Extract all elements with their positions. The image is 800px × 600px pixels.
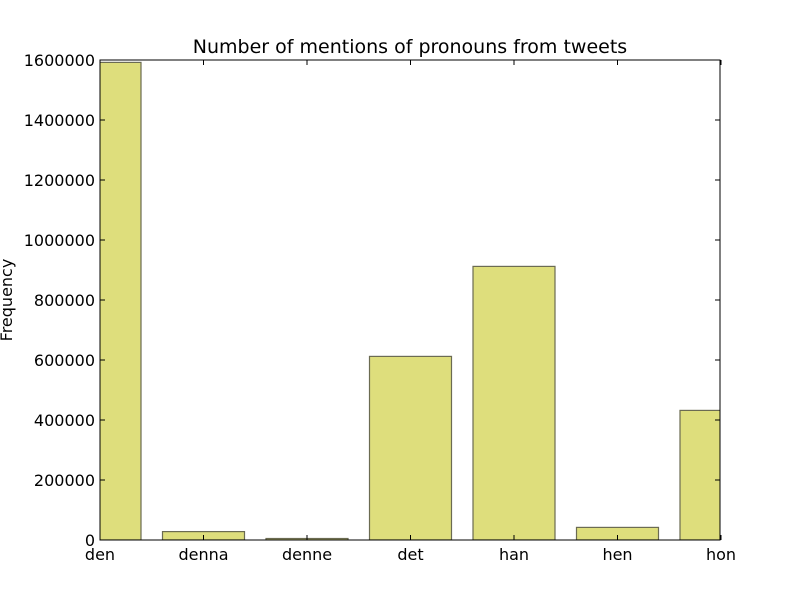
- x-axis: den denna denne det han hen hon: [85, 60, 736, 564]
- y-tick-label: 1200000: [24, 171, 95, 190]
- y-tick-label: 1400000: [24, 111, 95, 130]
- x-tick-label-hon: hon: [706, 545, 736, 564]
- bar-han: [472, 265, 556, 540]
- x-tick-label-han: han: [499, 545, 529, 564]
- y-tick-label: 0: [85, 531, 95, 550]
- y-axis-label: Frequency: [0, 259, 16, 342]
- bar-hen: [575, 526, 660, 540]
- y-tick-label: 400000: [34, 411, 95, 430]
- x-tick-label-denne: denne: [282, 545, 332, 564]
- y-tick-label: 800000: [34, 291, 95, 310]
- y-tick-label: 1000000: [24, 231, 95, 250]
- y-tick-label: 600000: [34, 351, 95, 370]
- bar-den: [100, 61, 142, 540]
- y-tick-label: 1600000: [24, 51, 95, 70]
- bar-det: [368, 355, 453, 540]
- bars-layer: [100, 61, 720, 540]
- x-tick-label-hen: hen: [602, 545, 632, 564]
- y-axis: 0 200000 400000 600000 800000 1000000 1200000 1…: [24, 51, 720, 550]
- y-tick-label: 200000: [34, 471, 95, 490]
- chart-title: Number of mentions of pronouns from twee…: [193, 36, 627, 58]
- bar-hon: [679, 409, 720, 540]
- x-tick-label-det: det: [397, 545, 423, 564]
- x-tick-label-den: den: [85, 545, 115, 564]
- x-tick-label-denna: denna: [178, 545, 228, 564]
